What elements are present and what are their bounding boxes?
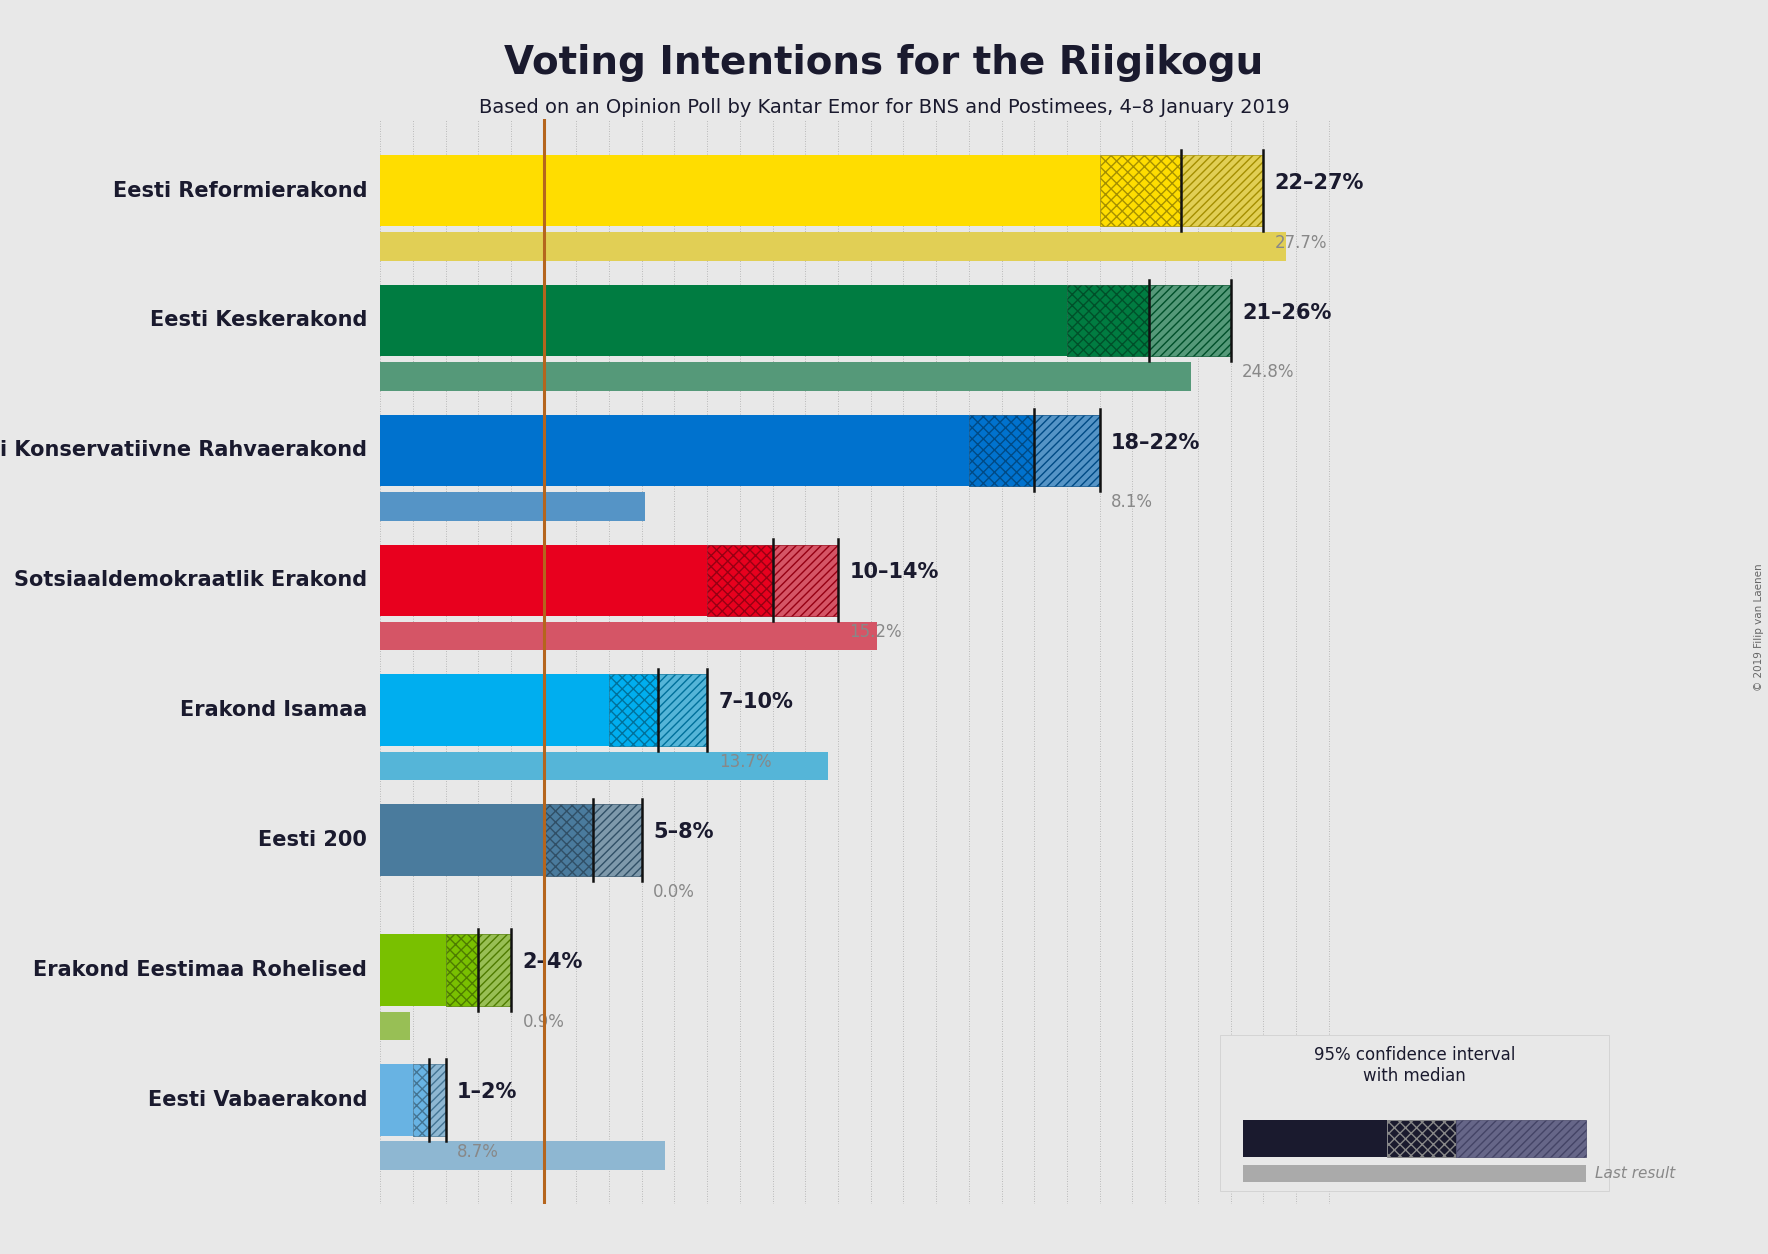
Text: Eesti Reformierakond: Eesti Reformierakond	[113, 181, 368, 201]
Text: Based on an Opinion Poll by Kantar Emor for BNS and Postimees, 4–8 January 2019: Based on an Opinion Poll by Kantar Emor …	[479, 98, 1289, 117]
Text: Eesti Vabaerakond: Eesti Vabaerakond	[147, 1090, 368, 1110]
Text: 27.7%: 27.7%	[1275, 233, 1328, 252]
Text: Last result: Last result	[1595, 1166, 1674, 1181]
Bar	[380, 1065, 414, 1136]
Bar	[969, 415, 1034, 487]
Bar	[380, 232, 1285, 261]
Bar	[380, 544, 707, 616]
Bar	[380, 362, 1192, 391]
Text: 18–22%: 18–22%	[1110, 433, 1200, 453]
Bar	[380, 1141, 665, 1170]
Bar	[707, 544, 773, 616]
Bar	[658, 675, 707, 746]
Text: Eesti 200: Eesti 200	[258, 830, 368, 850]
Bar	[380, 154, 1100, 226]
Text: 95% confidence interval
with median: 95% confidence interval with median	[1314, 1046, 1515, 1085]
Bar	[380, 1012, 410, 1040]
Text: 15.2%: 15.2%	[849, 623, 902, 641]
Text: 8.1%: 8.1%	[1110, 493, 1153, 512]
Text: 22–27%: 22–27%	[1275, 173, 1365, 193]
Bar	[477, 934, 511, 1006]
Text: Sotsiaaldemokraatlik Erakond: Sotsiaaldemokraatlik Erakond	[14, 571, 368, 591]
Bar	[545, 804, 592, 875]
Bar	[380, 415, 969, 487]
Bar	[608, 675, 658, 746]
Text: 5–8%: 5–8%	[652, 823, 714, 843]
Bar	[1068, 285, 1149, 356]
Text: Voting Intentions for the Riigikogu: Voting Intentions for the Riigikogu	[504, 44, 1264, 82]
Bar	[380, 934, 446, 1006]
Bar	[380, 751, 827, 780]
Bar	[1034, 415, 1100, 487]
Text: 13.7%: 13.7%	[718, 754, 771, 771]
Bar	[380, 492, 645, 520]
Bar	[414, 1065, 430, 1136]
Text: 24.8%: 24.8%	[1241, 364, 1294, 381]
Text: 21–26%: 21–26%	[1241, 302, 1331, 322]
Bar	[592, 804, 642, 875]
Bar	[430, 1065, 446, 1136]
Text: 1–2%: 1–2%	[456, 1082, 518, 1102]
Bar	[1100, 154, 1181, 226]
Text: 0.0%: 0.0%	[652, 883, 695, 902]
Text: Eesti Keskerakond: Eesti Keskerakond	[150, 311, 368, 331]
Text: Erakond Eestimaa Rohelised: Erakond Eestimaa Rohelised	[34, 961, 368, 981]
Text: 7–10%: 7–10%	[718, 692, 794, 712]
Bar	[1181, 154, 1264, 226]
Bar	[380, 804, 545, 875]
Text: 10–14%: 10–14%	[849, 563, 939, 583]
Bar	[380, 675, 608, 746]
Text: 8.7%: 8.7%	[456, 1142, 499, 1161]
Text: 0.9%: 0.9%	[522, 1013, 564, 1031]
Bar	[446, 934, 477, 1006]
Text: © 2019 Filip van Laenen: © 2019 Filip van Laenen	[1754, 563, 1764, 691]
Bar	[773, 544, 838, 616]
Text: 2–4%: 2–4%	[522, 952, 583, 972]
Bar	[1149, 285, 1231, 356]
Bar	[380, 622, 877, 651]
Text: Erakond Isamaa: Erakond Isamaa	[180, 700, 368, 720]
Bar	[380, 285, 1068, 356]
Text: Eesti Konservatiivne Rahvaerakond: Eesti Konservatiivne Rahvaerakond	[0, 440, 368, 460]
